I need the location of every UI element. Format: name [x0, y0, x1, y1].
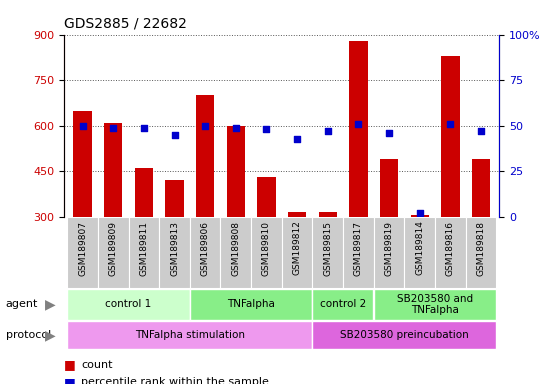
Point [354, 121, 363, 127]
Bar [466, 217, 497, 288]
Bar [343, 217, 374, 288]
Point [78, 123, 87, 129]
Bar [257, 177, 276, 217]
Text: GSM189807: GSM189807 [78, 220, 87, 275]
Point [292, 136, 301, 142]
Text: GSM189817: GSM189817 [354, 220, 363, 275]
Point [323, 128, 332, 134]
Point [170, 132, 179, 138]
Bar [104, 123, 122, 217]
Bar [435, 217, 466, 288]
Bar [312, 289, 373, 320]
Text: GSM189806: GSM189806 [201, 220, 210, 275]
Text: count: count [81, 360, 112, 370]
Bar [159, 217, 190, 288]
Bar [67, 289, 190, 320]
Text: GDS2885 / 22682: GDS2885 / 22682 [64, 17, 187, 31]
Text: GSM189810: GSM189810 [262, 220, 271, 275]
Bar [190, 217, 220, 288]
Bar [67, 321, 312, 349]
Bar [73, 111, 92, 217]
Bar [374, 289, 496, 320]
Text: ■: ■ [64, 376, 76, 384]
Point [415, 210, 424, 217]
Bar [411, 215, 429, 217]
Bar [220, 217, 251, 288]
Point [109, 124, 118, 131]
Point [262, 126, 271, 132]
Bar [67, 217, 98, 288]
Point [446, 121, 455, 127]
Text: GSM189819: GSM189819 [384, 220, 393, 275]
Point [384, 130, 393, 136]
Bar [349, 41, 368, 217]
Bar [190, 289, 312, 320]
Bar [251, 217, 282, 288]
Bar [380, 159, 398, 217]
Point [140, 124, 148, 131]
Text: GSM189816: GSM189816 [446, 220, 455, 275]
Bar [288, 212, 306, 217]
Bar [319, 212, 337, 217]
Text: GSM189818: GSM189818 [477, 220, 485, 275]
Text: GSM189812: GSM189812 [292, 220, 302, 275]
Text: GSM189814: GSM189814 [415, 220, 424, 275]
Text: GSM189808: GSM189808 [232, 220, 240, 275]
Bar [165, 180, 184, 217]
Text: GSM189815: GSM189815 [323, 220, 332, 275]
Bar [312, 321, 496, 349]
Text: TNFalpha: TNFalpha [227, 299, 275, 310]
Bar [227, 126, 245, 217]
Bar [441, 56, 460, 217]
Text: ■: ■ [64, 358, 76, 371]
Bar [134, 168, 153, 217]
Text: GSM189809: GSM189809 [109, 220, 118, 275]
Text: ▶: ▶ [45, 328, 56, 342]
Text: protocol: protocol [6, 330, 51, 340]
Point [201, 123, 210, 129]
Text: SB203580 and
TNFalpha: SB203580 and TNFalpha [397, 293, 473, 315]
Point [477, 128, 485, 134]
Text: GSM189811: GSM189811 [140, 220, 148, 275]
Text: control 2: control 2 [320, 299, 366, 310]
Bar [128, 217, 159, 288]
Bar [405, 217, 435, 288]
Bar [472, 159, 490, 217]
Bar [196, 95, 214, 217]
Point [232, 124, 240, 131]
Text: TNFalpha stimulation: TNFalpha stimulation [135, 330, 245, 340]
Text: ▶: ▶ [45, 297, 56, 311]
Bar [282, 217, 312, 288]
Bar [98, 217, 128, 288]
Text: SB203580 preincubation: SB203580 preincubation [340, 330, 469, 340]
Text: percentile rank within the sample: percentile rank within the sample [81, 377, 269, 384]
Bar [374, 217, 405, 288]
Bar [312, 217, 343, 288]
Text: agent: agent [6, 299, 38, 310]
Text: control 1: control 1 [105, 299, 152, 310]
Text: GSM189813: GSM189813 [170, 220, 179, 275]
